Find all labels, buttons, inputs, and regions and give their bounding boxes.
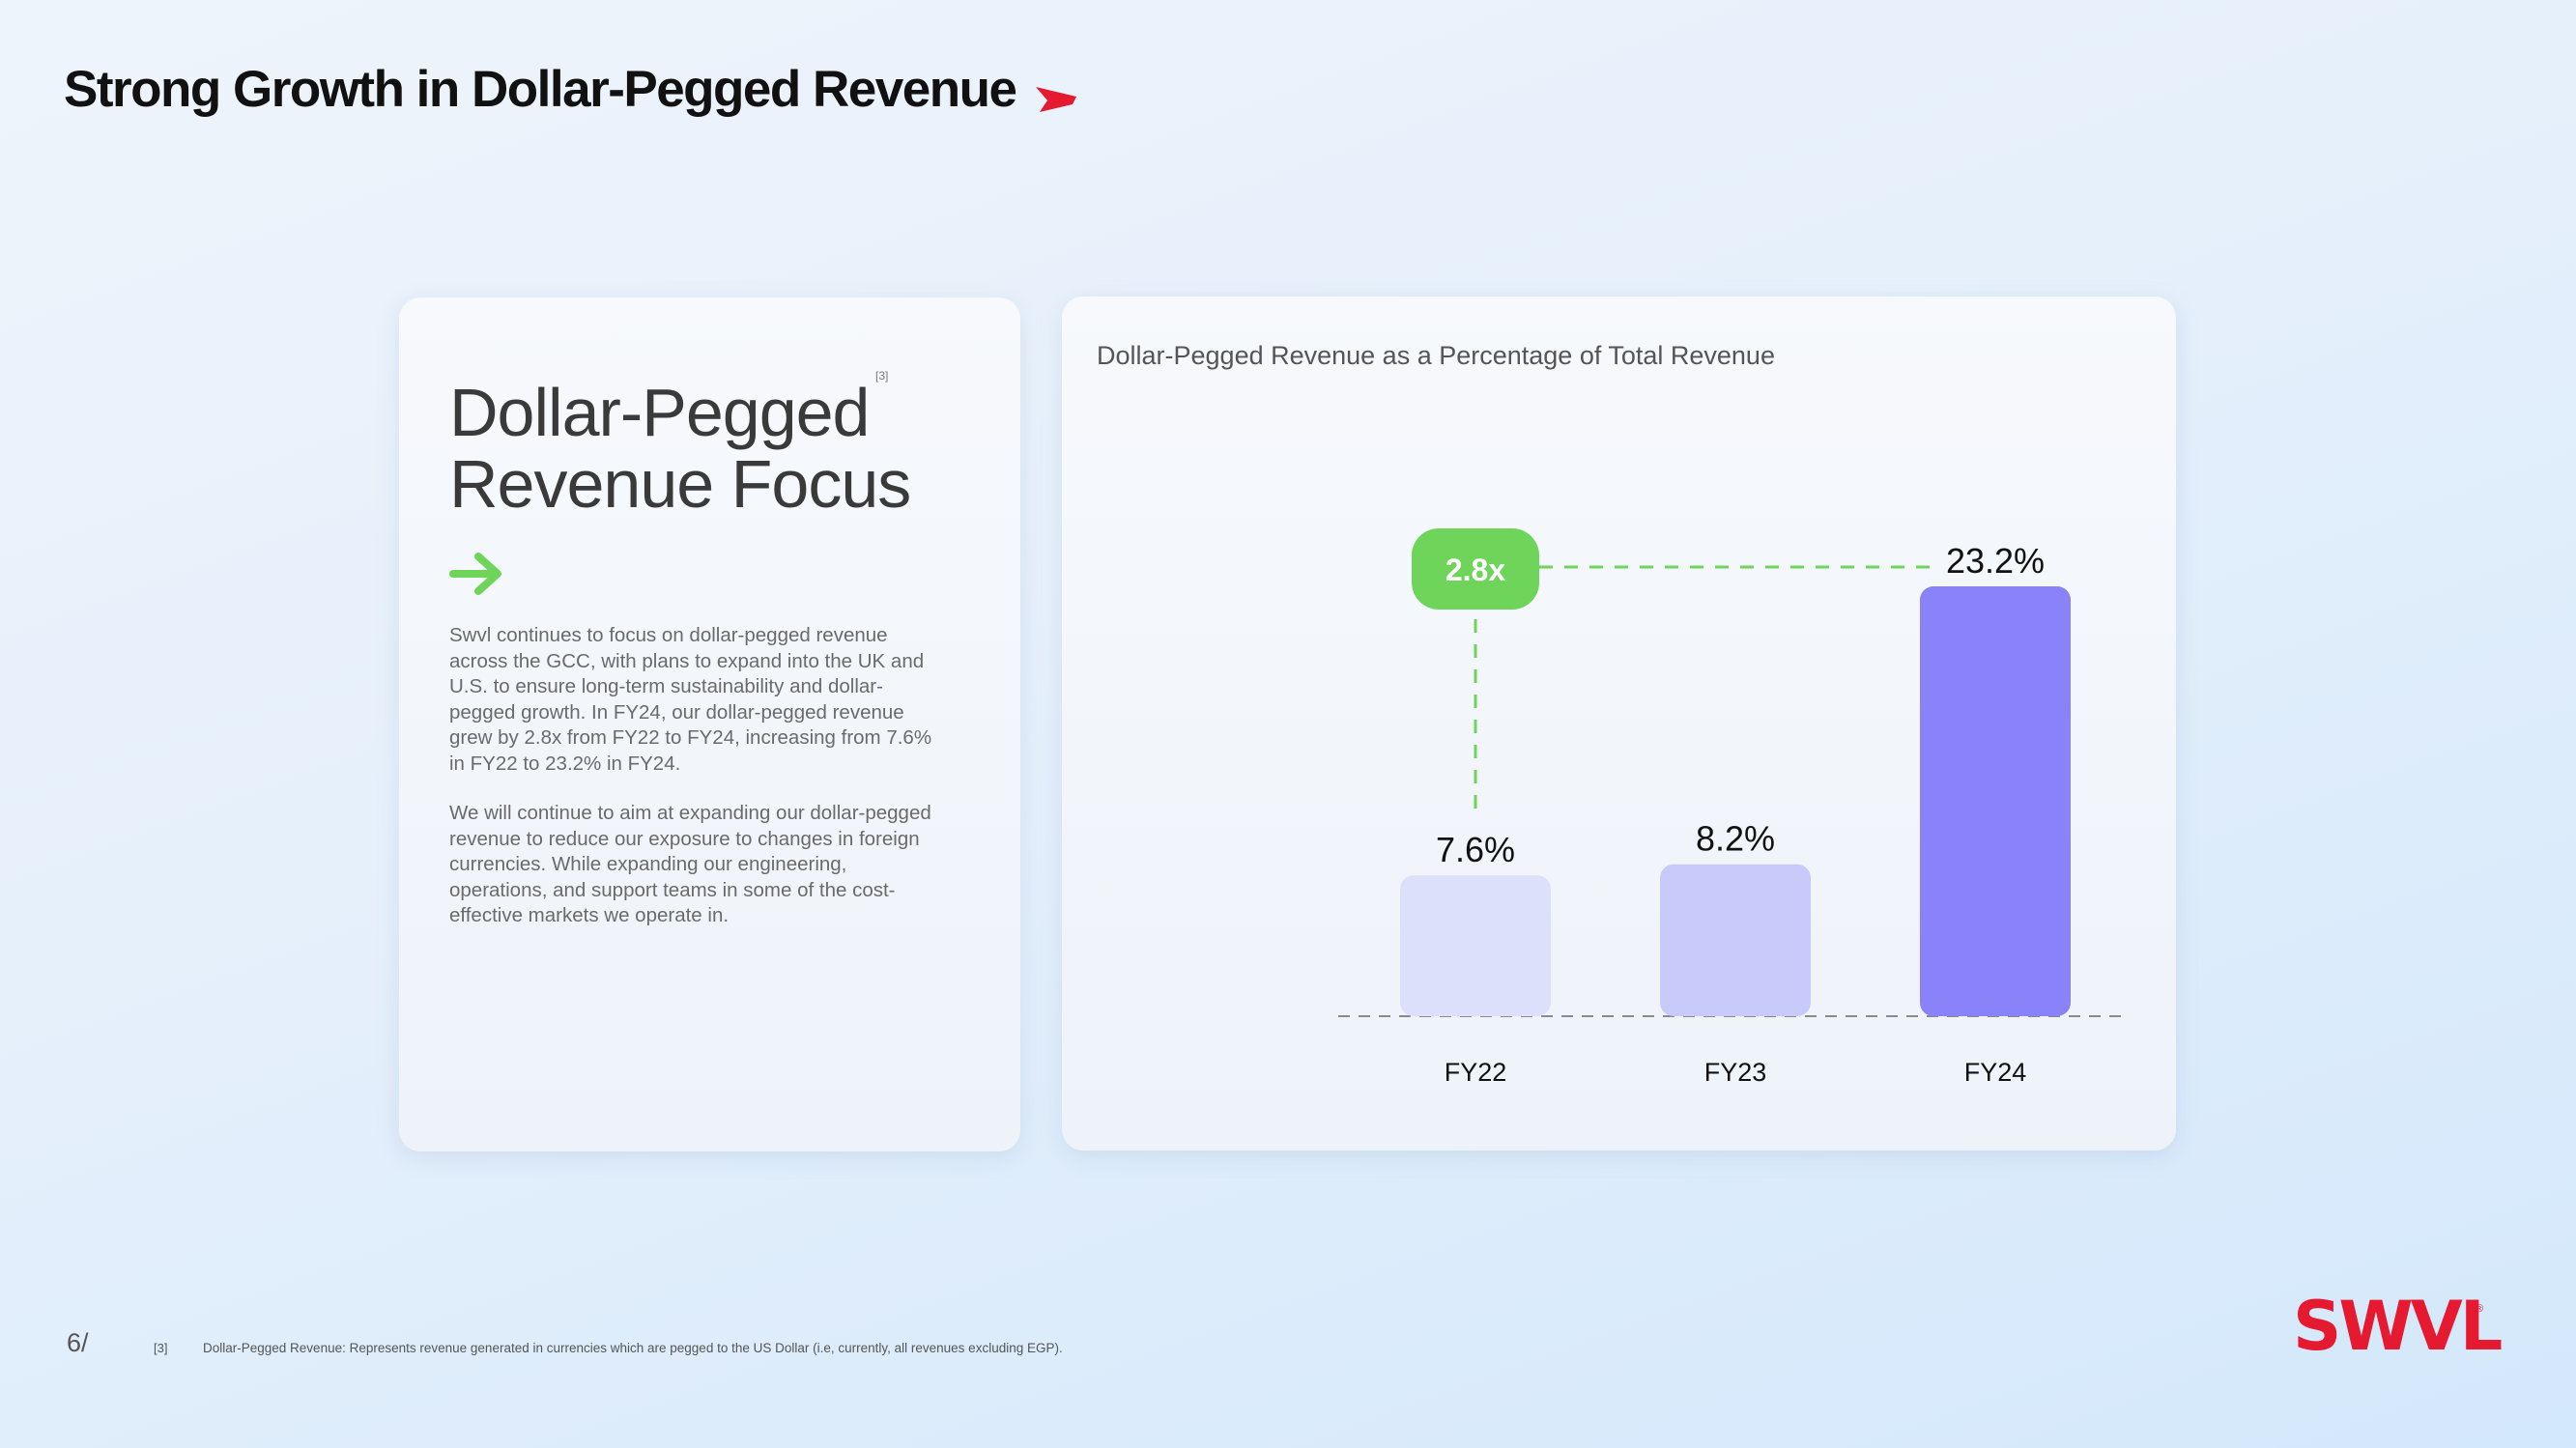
footnote-reference: [3] bbox=[875, 369, 889, 383]
x-tick-label: FY24 bbox=[1964, 1058, 2027, 1087]
focus-heading-line1: Dollar-Pegged bbox=[449, 375, 870, 450]
bar-fy23 bbox=[1660, 864, 1811, 1016]
footnote-number: [3] bbox=[154, 1341, 168, 1355]
bar-chart: 7.6% FY22 8.2% FY23 23.2% FY24 2.8x bbox=[1338, 528, 2125, 1087]
brand-registered-mark: ® bbox=[2476, 1303, 2484, 1315]
chart-title: Dollar-Pegged Revenue as a Percentage of… bbox=[1097, 341, 1775, 370]
x-tick-label: FY22 bbox=[1445, 1058, 1507, 1087]
focus-paragraph-2: We will continue to aim at expanding our… bbox=[449, 802, 931, 926]
bar-fy24 bbox=[1920, 586, 2071, 1016]
focus-heading-line2: Revenue Focus bbox=[449, 446, 911, 522]
page-number: 6/ bbox=[67, 1328, 89, 1357]
brand-logo: SWVL bbox=[2293, 1287, 2503, 1366]
page-title: Strong Growth in Dollar-Pegged Revenue bbox=[64, 61, 1017, 118]
bar-value-label: 8.2% bbox=[1696, 819, 1775, 859]
focus-heading: Dollar-Pegged Revenue Focus bbox=[449, 375, 911, 522]
focus-card: Dollar-Pegged Revenue Focus [3] Swvl con… bbox=[399, 298, 1020, 1151]
bar-fy22 bbox=[1400, 875, 1551, 1016]
chart-card: Dollar-Pegged Revenue as a Percentage of… bbox=[1062, 297, 2176, 1150]
focus-paragraph-1: Swvl continues to focus on dollar-pegged… bbox=[449, 624, 932, 775]
arrow-right-icon bbox=[449, 553, 501, 595]
growth-badge-label: 2.8x bbox=[1445, 553, 1505, 587]
bar-value-label: 7.6% bbox=[1436, 830, 1515, 869]
chevron-right-icon bbox=[1036, 87, 1076, 112]
footnote-text: Dollar-Pegged Revenue: Represents revenu… bbox=[203, 1341, 1063, 1355]
x-tick-label: FY23 bbox=[1704, 1058, 1767, 1087]
growth-badge bbox=[1412, 528, 1539, 610]
bar-value-label: 23.2% bbox=[1946, 541, 2045, 581]
